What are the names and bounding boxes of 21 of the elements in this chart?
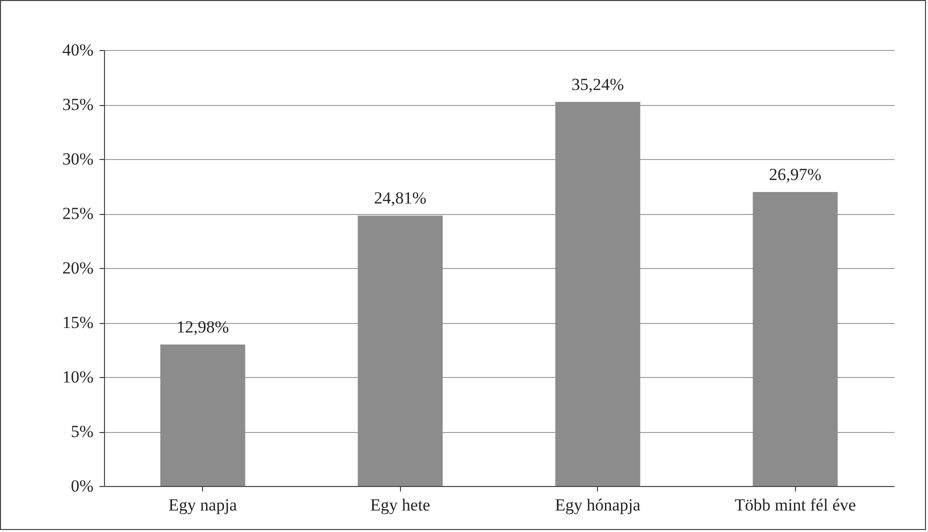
bar (358, 216, 443, 486)
x-tick-label: Több mint fél éve (734, 496, 856, 514)
bar (752, 192, 838, 486)
data-label: 35,24% (572, 74, 624, 94)
x-tick-label: Egy hónapja (555, 496, 641, 514)
data-label: 24,81% (374, 188, 426, 208)
data-label: 26,97% (769, 165, 822, 184)
x-tick-label: Egy napja (168, 496, 238, 514)
y-tick-label: 5% (70, 422, 94, 441)
y-tick-label: 15% (62, 313, 94, 332)
data-label: 12,98% (176, 318, 229, 337)
y-tick-label: 0% (70, 476, 94, 496)
y-tick-label: 25% (62, 204, 94, 223)
y-tick-label: 40% (62, 40, 94, 60)
y-tick-label: 30% (62, 150, 94, 168)
y-tick-label: 10% (62, 368, 94, 386)
y-tick-label: 35% (62, 95, 94, 114)
bar (160, 344, 246, 486)
x-tick-label: Egy hete (370, 496, 430, 514)
y-tick-label: 20% (62, 258, 94, 278)
bar (555, 102, 640, 486)
